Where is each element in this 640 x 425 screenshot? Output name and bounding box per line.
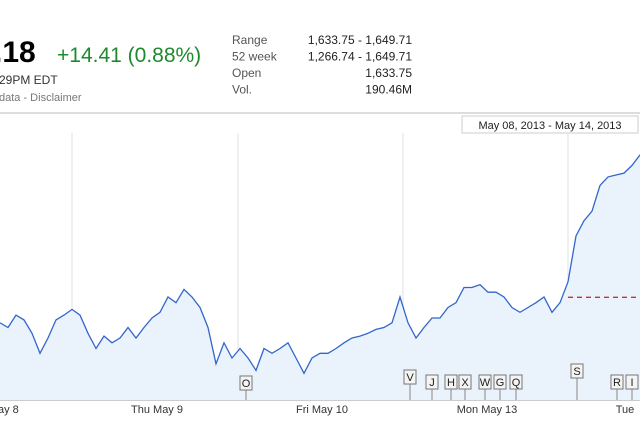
stat-value: 1,633.75 - 1,649.71 [308,33,412,47]
x-tick-label: Tue [616,404,635,416]
date-range: May 08, 2013 - May 14, 2013 [478,120,621,132]
flag-letter: X [461,377,469,389]
flag-letter: W [480,377,491,389]
flag-letter: J [429,377,435,389]
x-tick-label: Fri May 10 [296,404,348,416]
flag[interactable] [425,374,439,390]
stat-label: Range [232,33,268,47]
stat-label: 52 week [232,50,278,64]
flag-letter: V [406,372,414,384]
plot: ay 8 Thu May 9 Fri May 10 Mon May 13 Tue O V J H… [0,133,640,416]
flag[interactable] [625,374,639,390]
x-tick-label: Thu May 9 [131,404,183,416]
x-tick-label: ay 8 [0,404,19,416]
flag-letter: R [613,377,621,389]
stat-value: 190.46M [365,83,412,97]
price: .18 [0,36,36,69]
price-line [0,154,640,375]
flag-letter: Q [512,377,521,389]
area [0,154,640,400]
stat-label: Open [232,66,261,80]
x-tick-label: Mon May 13 [457,404,518,416]
stat-label: Vol. [232,83,252,97]
flag[interactable] [478,374,492,390]
flag[interactable] [239,375,253,391]
flag[interactable] [458,374,472,390]
flag[interactable] [403,369,417,385]
flag-letter: H [447,377,455,389]
stat-value: 1,266.74 - 1,649.71 [308,50,412,64]
stats: Range 1,633.75 - 1,649.71 52 week 1,266.74 … [232,33,412,97]
stat-value: 1,633.75 [365,66,412,80]
flag[interactable] [570,363,584,379]
flag[interactable] [493,374,507,390]
flag[interactable] [444,374,458,390]
date-range-box[interactable] [461,115,639,134]
flag-letter: S [573,366,580,378]
flag-letter: I [630,377,633,389]
disclaimer[interactable]: data - Disclaimer [0,92,82,104]
flag-letter: G [496,377,505,389]
flag-letter: O [242,378,251,390]
flag[interactable] [509,374,523,390]
flag[interactable] [610,374,624,390]
change: +14.41 (0.88%) [57,44,201,67]
time: 29PM EDT [0,73,58,87]
